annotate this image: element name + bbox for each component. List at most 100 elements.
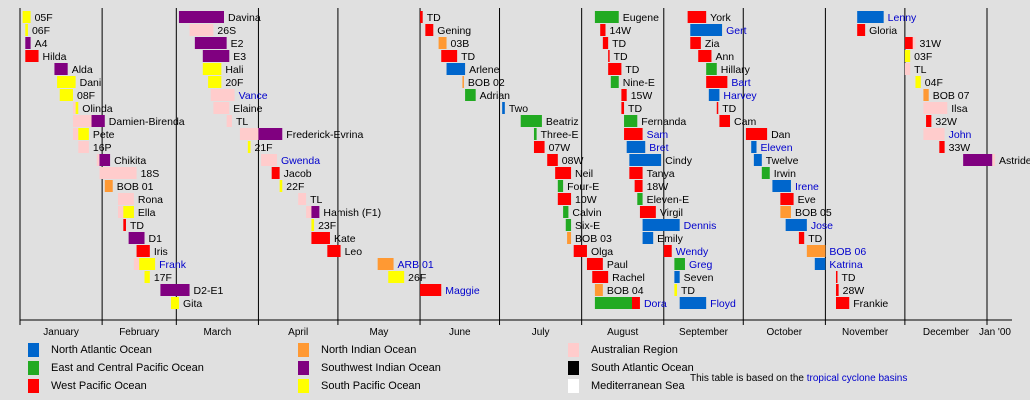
storm-link[interactable]: Irene — [795, 181, 819, 193]
storm-bar — [594, 297, 632, 309]
storm-bar — [25, 37, 31, 49]
storm-label: BOB 02 — [468, 77, 505, 89]
legend-item: Australian Region — [568, 343, 678, 357]
storm-label: Chikita — [114, 155, 146, 167]
storm-bar — [178, 11, 224, 23]
storm-link[interactable]: Eleven — [761, 142, 793, 154]
storm-bar — [213, 102, 230, 114]
storm-bar — [904, 63, 911, 75]
storm-bar — [780, 193, 794, 205]
legend-item: South Atlantic Ocean — [568, 361, 694, 375]
storm-link[interactable]: Floyd — [710, 298, 736, 310]
month-label: January — [43, 327, 79, 338]
storm-label: Alda — [72, 64, 93, 76]
storm-label: Olinda — [82, 103, 113, 115]
storm-link[interactable]: BOB 06 — [829, 246, 866, 258]
storm-link[interactable]: John — [949, 129, 972, 141]
storm-link[interactable]: Gert — [726, 25, 747, 37]
storm-link[interactable]: Vance — [239, 90, 268, 102]
storm-bar — [377, 258, 394, 270]
month-label: November — [842, 327, 889, 338]
storm-bar — [128, 232, 145, 244]
legend-swatch — [298, 361, 309, 375]
storm-label: Kate — [334, 233, 356, 245]
storm-bar — [118, 206, 124, 218]
legend-label: South Atlantic Ocean — [591, 362, 694, 374]
storm-link[interactable]: Bret — [649, 142, 668, 154]
storm-label: Zia — [705, 38, 720, 50]
storm-label: Eleven-E — [647, 194, 690, 206]
storm-label: Six-E — [575, 220, 600, 232]
storm-label: 07W — [549, 142, 571, 154]
storm-bar — [706, 76, 728, 88]
storm-link[interactable]: Lenny — [888, 12, 917, 24]
storm-link[interactable]: Frank — [159, 259, 187, 271]
month-label: August — [607, 327, 638, 338]
storm-link[interactable]: Gwenda — [281, 155, 320, 167]
storm-bar — [923, 128, 945, 140]
storm-bar — [446, 63, 466, 75]
storm-label: Adrian — [480, 90, 511, 102]
storm-bar — [557, 193, 572, 205]
storm-link[interactable]: Dennis — [684, 220, 717, 232]
storm-bar — [567, 232, 572, 244]
month-label: December — [923, 327, 970, 338]
storm-link[interactable]: ARB 01 — [398, 259, 434, 271]
storm-bar — [96, 154, 100, 166]
storm-link[interactable]: Wendy — [676, 246, 709, 258]
storm-bar — [171, 297, 179, 309]
storm-label: A4 — [35, 38, 48, 50]
storm-bar — [835, 284, 839, 296]
storm-label: Gening — [437, 25, 471, 37]
source-note: This table is based on the tropical cycl… — [690, 373, 907, 384]
storm-bar — [25, 50, 39, 62]
storm-bar — [624, 128, 643, 140]
storm-label: Rachel — [612, 272, 645, 284]
storm-bar — [745, 128, 768, 140]
storm-bar — [462, 76, 464, 88]
storm-label: Hali — [225, 64, 243, 76]
legend-label: South Pacific Ocean — [321, 380, 421, 392]
storm-label: 18W — [647, 181, 669, 193]
storm-label: Leo — [345, 246, 363, 258]
storm-bar — [639, 206, 656, 218]
storm-label: TD — [612, 38, 626, 50]
storm-link[interactable]: Greg — [689, 259, 713, 271]
storm-bar — [690, 37, 701, 49]
basins-link[interactable]: tropical cyclone basins — [806, 373, 908, 384]
storm-label: Dan — [771, 129, 790, 141]
storm-bar — [600, 24, 606, 36]
storm-bar — [144, 271, 150, 283]
storm-bar — [202, 63, 222, 75]
storm-bar — [963, 154, 993, 166]
storm-bar — [210, 89, 235, 101]
storm-bar — [629, 154, 662, 166]
storm-label: TD — [841, 272, 855, 284]
storm-link[interactable]: Katrina — [829, 259, 862, 271]
legend-item: Southwest Indian Ocean — [298, 361, 441, 375]
storm-bar — [298, 193, 307, 205]
storm-label: Arlene — [469, 64, 500, 76]
storm-bar — [772, 180, 791, 192]
storm-bar — [555, 167, 572, 179]
storm-label: TD — [427, 12, 441, 24]
storm-bar — [239, 128, 259, 140]
storm-link[interactable]: Harvey — [723, 90, 757, 102]
storm-link[interactable]: Maggie — [445, 285, 480, 297]
storm-link[interactable]: Dora — [644, 298, 667, 310]
storm-link[interactable]: Jose — [811, 220, 833, 232]
storm-label: 04F — [925, 77, 943, 89]
storm-bar — [226, 115, 232, 127]
storm-bar — [586, 258, 603, 270]
legend-item: West Pacific Ocean — [28, 379, 147, 393]
storm-bar — [631, 297, 640, 309]
storm-label: Ilsa — [951, 103, 968, 115]
storm-link[interactable]: Sam — [647, 129, 669, 141]
storm-label: Jacob — [284, 168, 312, 180]
storm-bar — [637, 193, 643, 205]
storm-bar — [388, 271, 405, 283]
storm-label: Twelve — [766, 155, 799, 167]
storm-link[interactable]: Bart — [731, 77, 750, 89]
storm-bar — [420, 284, 442, 296]
storm-label: Dani — [80, 77, 102, 89]
